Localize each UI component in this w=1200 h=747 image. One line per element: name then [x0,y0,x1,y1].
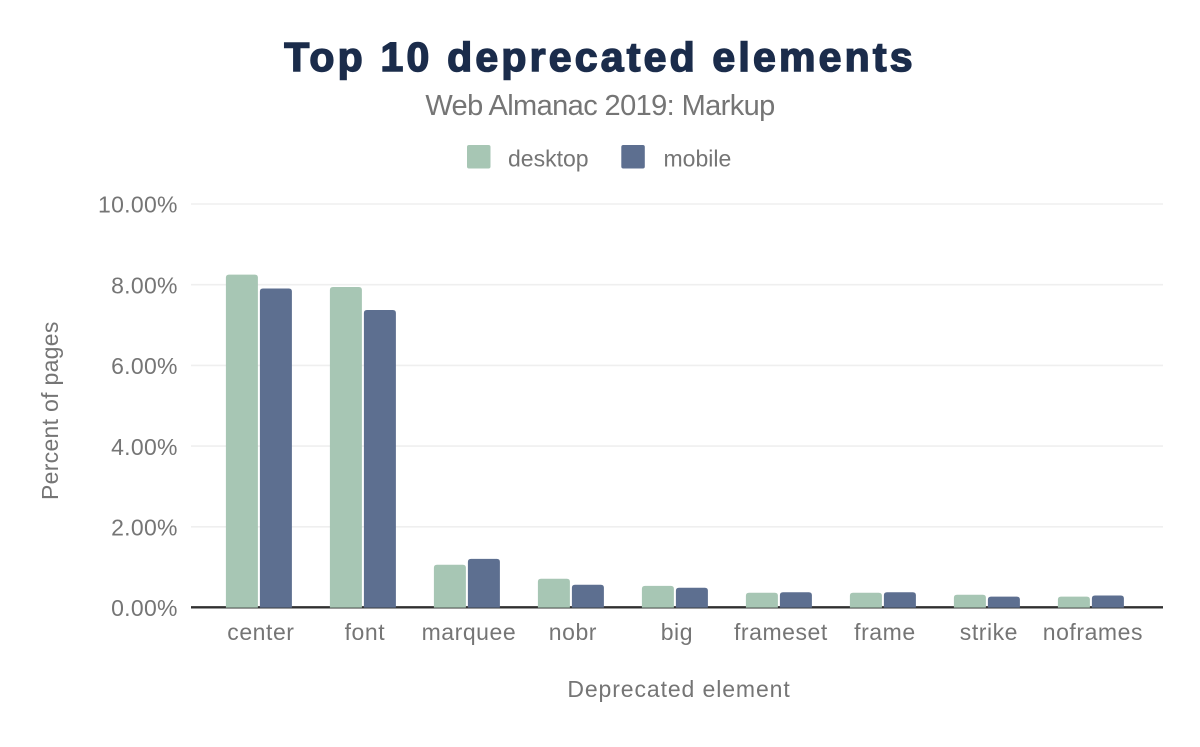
svg-text:mobile: mobile [664,146,732,172]
svg-text:noframes: noframes [1043,619,1143,645]
svg-text:2.00%: 2.00% [111,515,178,541]
svg-text:desktop: desktop [508,146,589,172]
svg-text:center: center [227,619,294,645]
svg-text:marquee: marquee [422,619,517,645]
svg-text:Web Almanac 2019: Markup: Web Almanac 2019: Markup [425,90,774,122]
svg-text:big: big [661,619,693,645]
svg-text:font: font [345,619,386,645]
svg-text:Deprecated element: Deprecated element [567,676,790,702]
svg-text:Percent of pages: Percent of pages [37,321,63,500]
svg-text:frameset: frameset [734,619,828,645]
svg-text:Top 10 deprecated elements: Top 10 deprecated elements [284,34,916,80]
svg-text:4.00%: 4.00% [111,434,178,460]
svg-text:0.00%: 0.00% [111,595,178,621]
svg-text:8.00%: 8.00% [111,272,178,298]
svg-text:strike: strike [960,619,1018,645]
svg-text:frame: frame [854,619,916,645]
svg-text:nobr: nobr [549,619,597,645]
svg-text:6.00%: 6.00% [111,353,178,379]
svg-text:10.00%: 10.00% [98,192,178,218]
